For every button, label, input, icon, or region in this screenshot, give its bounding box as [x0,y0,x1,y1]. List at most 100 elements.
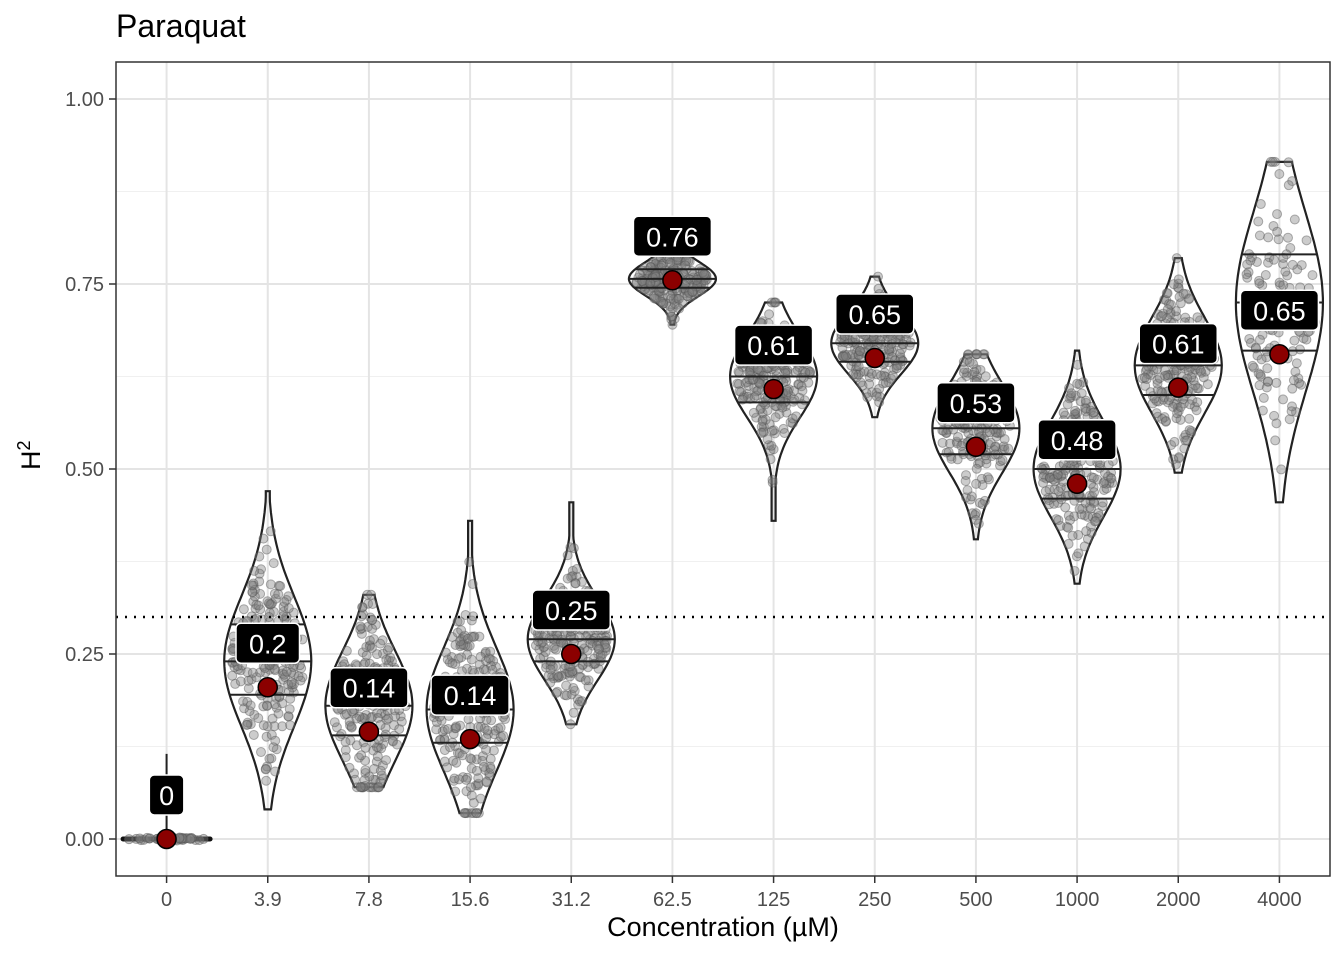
data-point [1073,462,1084,473]
data-point [458,631,469,642]
data-point [1171,253,1182,264]
data-point [1255,369,1266,380]
data-point [254,667,265,678]
mean-point [965,436,987,458]
data-point [389,720,400,731]
data-point [1291,358,1302,369]
data-point [575,672,586,683]
data-point [351,713,362,724]
x-axis-label: Concentration (µM) [607,912,839,942]
data-point [757,414,768,425]
data-point [447,631,458,642]
data-point [573,699,584,710]
data-point [1257,405,1268,416]
data-point [1070,409,1081,420]
data-point [270,766,281,777]
data-point [364,635,375,646]
data-point [475,651,486,662]
data-point [762,434,773,445]
data-point [880,371,891,382]
data-point [431,717,442,728]
data-point [378,773,389,784]
data-point [983,474,994,485]
data-point [1274,169,1285,180]
data-point [897,339,908,350]
data-point [879,370,890,381]
data-point [256,747,267,758]
mean-point [662,270,683,291]
data-point [451,721,462,732]
data-point [264,753,275,764]
data-point [650,277,661,288]
data-point [235,676,246,687]
data-point [245,700,256,711]
data-point [1163,395,1174,406]
data-point [484,767,495,778]
data-point [251,599,262,610]
data-point [559,663,570,674]
data-point [442,654,453,665]
data-point [962,349,973,360]
data-point [972,349,983,360]
data-point [460,808,471,819]
data-point [673,293,684,304]
data-point [999,434,1010,445]
data-point [1098,478,1109,489]
data-point [278,611,289,622]
data-point [1160,416,1171,427]
data-point [890,355,901,366]
data-point [1080,403,1091,414]
data-point [1154,373,1165,384]
data-point [1082,533,1093,544]
x-tick-label: 15.6 [451,889,490,911]
data-point [850,369,861,380]
data-point [674,303,685,314]
data-point [562,550,573,561]
data-point [254,551,265,562]
data-point [990,441,1001,452]
data-point [367,623,378,634]
data-point [452,627,463,638]
data-point [977,499,988,510]
data-point [781,407,792,418]
data-point [483,653,494,664]
data-point [1140,366,1151,377]
data-point [256,564,267,575]
data-point [749,392,760,403]
data-point [767,477,778,488]
data-point [684,256,695,267]
data-point [962,354,973,365]
data-point [770,365,781,376]
mean-point [358,721,380,742]
x-tick-label: 31.2 [552,889,591,911]
data-point [767,425,778,436]
data-point [969,510,980,521]
data-point [467,578,478,589]
data-point [982,472,993,483]
data-point [650,293,661,304]
data-point [871,387,882,398]
data-point [1162,370,1173,381]
data-point [439,724,450,735]
data-point [688,290,699,301]
data-point [751,386,762,397]
data-point [364,641,375,652]
data-point [243,683,254,694]
data-point [356,714,367,725]
data-point [549,643,560,654]
data-point [278,601,289,612]
data-point [286,677,297,688]
x-tick-label: 1000 [1055,889,1100,911]
data-point [464,640,475,651]
data-point [1301,235,1312,246]
data-point [763,440,774,451]
data-point [450,723,461,734]
data-point [1049,484,1060,495]
data-point [1272,209,1283,220]
data-point [500,714,511,725]
data-point [1044,472,1055,483]
data-point [967,508,978,519]
data-point [357,602,368,613]
data-point [1283,157,1294,168]
data-point [738,391,749,402]
